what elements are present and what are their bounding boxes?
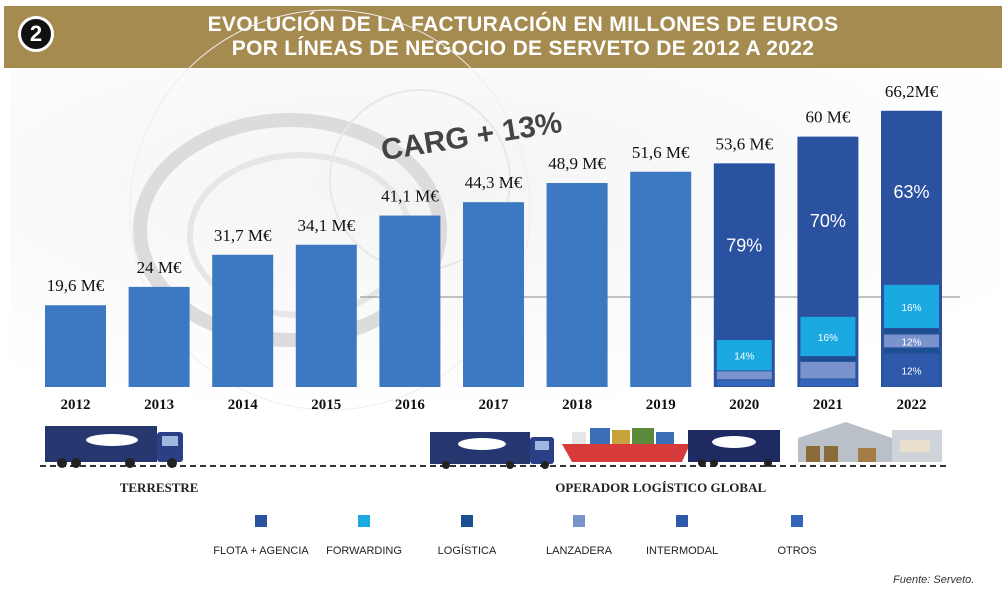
segment-2021-1 <box>800 361 856 379</box>
x-label-2022: 2022 <box>897 397 927 413</box>
segment-label-2020-3: 79% <box>726 236 762 256</box>
segment-2022-3 <box>884 329 939 334</box>
segment-label-2022-0: 12% <box>901 366 921 377</box>
legend-swatch-4 <box>676 515 688 527</box>
legend: FLOTA + AGENCIA FORWARDING LOGÍSTICA LANZAD… <box>213 515 817 557</box>
legend-label-0: FLOTA + AGENCIA <box>213 545 309 557</box>
bar-2013 <box>128 286 190 387</box>
segment-2020-3 <box>716 163 772 340</box>
segment-label-2021-4: 70% <box>810 211 846 231</box>
legend-label-4: INTERMODAL <box>646 545 718 557</box>
legend-swatch-0 <box>255 515 267 527</box>
value-label-2014: 31,7 M€ <box>214 226 272 245</box>
warehouse-icon <box>798 422 942 462</box>
value-label-2021: 60 M€ <box>805 108 850 127</box>
stacked-bar-2020: 14% 79% <box>713 163 775 387</box>
value-label-2019: 51,6 M€ <box>632 143 690 162</box>
x-label-2013: 2013 <box>144 397 174 413</box>
truck-icon <box>45 426 183 468</box>
x-label-2018: 2018 <box>562 397 592 413</box>
x-label-2021: 2021 <box>813 397 843 413</box>
segment-2022-1 <box>884 348 939 353</box>
segment-2022-5 <box>884 110 939 284</box>
legend-swatch-1 <box>358 515 370 527</box>
business-groups: TERRESTRE OPERADOR LOGÍSTICO GLOBAL <box>120 480 767 495</box>
x-label-2014: 2014 <box>228 397 259 413</box>
title-line-2: POR LÍNEAS DE NEGOCIO DE SERVETO DE 2012… <box>231 37 815 60</box>
legend-swatch-2 <box>461 515 473 527</box>
segment-2020-2 <box>716 340 772 371</box>
chart-title: EVOLUCIÓN DE LA FACTURACIÓN EN MILLONES … <box>64 13 982 61</box>
segment-2022-2 <box>884 334 939 348</box>
value-label-2016: 41,1 M€ <box>381 187 439 206</box>
x-label-2019: 2019 <box>646 397 676 413</box>
segment-2020-0 <box>716 380 772 386</box>
value-label-2015: 34,1 M€ <box>297 216 355 235</box>
bar-2015 <box>295 244 357 387</box>
stacked-bar-2022: 12% 12% 16% 63% <box>881 110 942 387</box>
legend-swatch-5 <box>791 515 803 527</box>
bar-2012 <box>45 305 106 387</box>
segment-label-2022-2: 12% <box>901 337 921 348</box>
value-labels-layer: 19,6 M€ 24 M€ 31,7 M€ 34,1 M€ 41,1 M€ 44,3 M€… <box>47 82 939 295</box>
segment-2020-1 <box>716 371 772 380</box>
segment-2021-4 <box>800 136 856 316</box>
group-label-0: TERRESTRE <box>120 480 199 495</box>
segment-label-2022-5: 63% <box>893 182 929 202</box>
legend-label-3: LANZADERA <box>546 545 613 557</box>
value-label-2013: 24 M€ <box>137 258 182 277</box>
bars-layer: 14% 79% 16% 70% 12% 12% 16% 63% <box>45 110 942 387</box>
header-banner: 2 EVOLUCIÓN DE LA FACTURACIÓN EN MILLONE… <box>4 6 1002 68</box>
source-note: Fuente: Serveto. <box>893 574 975 586</box>
legend-label-2: LOGÍSTICA <box>438 544 497 557</box>
segment-2021-0 <box>800 379 856 386</box>
segment-label-2022-4: 16% <box>901 303 921 314</box>
group-label-1: OPERADOR LOGÍSTICO GLOBAL <box>555 480 766 495</box>
segment-2022-0 <box>884 353 939 386</box>
bar-2018 <box>546 183 608 387</box>
value-label-2017: 44,3 M€ <box>465 173 523 192</box>
bar-2019 <box>630 171 692 387</box>
chart-number-badge: 2 <box>18 16 54 52</box>
segment-label-2021-3: 16% <box>818 333 838 344</box>
bar-2014 <box>212 254 274 387</box>
x-label-2012: 2012 <box>61 397 91 413</box>
x-label-2017: 2017 <box>479 397 510 413</box>
segment-2021-3 <box>800 316 856 356</box>
truck-icon <box>430 432 554 469</box>
segment-2021-2 <box>800 356 856 361</box>
vehicle-strip <box>40 422 950 469</box>
legend-label-5: OTROS <box>777 545 816 557</box>
legend-swatch-3 <box>573 515 585 527</box>
x-label-2016: 2016 <box>395 397 426 413</box>
bar-2017 <box>463 202 524 387</box>
value-label-2012: 19,6 M€ <box>47 276 105 295</box>
title-line-1: EVOLUCIÓN DE LA FACTURACIÓN EN MILLONES … <box>207 13 839 36</box>
value-label-2022: 66,2M€ <box>885 82 939 101</box>
x-tick-labels: 2012 2013 2014 2015 2016 2017 2018 2019 2020 2021… <box>61 397 927 413</box>
segment-2022-4 <box>884 284 939 329</box>
truck-icon <box>688 430 780 467</box>
bar-2016 <box>379 215 441 387</box>
value-label-2020: 53,6 M€ <box>715 134 773 153</box>
segment-label-2020-2: 14% <box>734 352 754 363</box>
ship-icon <box>562 428 690 462</box>
stacked-bar-2021: 16% 70% <box>797 136 859 387</box>
legend-label-1: FORWARDING <box>326 545 402 557</box>
value-label-2018: 48,9 M€ <box>548 154 606 173</box>
x-label-2015: 2015 <box>311 397 341 413</box>
x-label-2020: 2020 <box>729 397 759 413</box>
